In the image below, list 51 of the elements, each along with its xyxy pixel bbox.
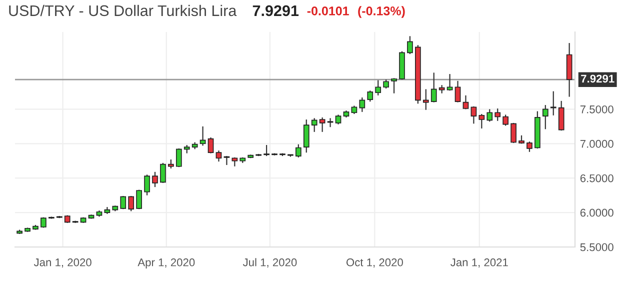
- candlestick: [486, 108, 493, 122]
- candlestick: [375, 80, 382, 96]
- x-tick-label: Apr 1, 2020: [138, 258, 195, 268]
- candlestick: [494, 108, 501, 122]
- candlestick: [550, 90, 556, 116]
- candlestick: [478, 113, 485, 130]
- chart-title: USD/TRY - US Dollar Turkish Lira: [9, 4, 237, 16]
- candlestick: [367, 90, 374, 102]
- candlestick: [264, 144, 270, 157]
- candlestick: [160, 162, 166, 184]
- candlestick: [128, 195, 134, 212]
- candlestick: [430, 72, 437, 103]
- y-tick-label: 6.5000: [580, 174, 614, 182]
- text: (-0.13%): [358, 6, 405, 18]
- candlestick: [470, 106, 477, 124]
- candlestick: [144, 174, 150, 196]
- candlestick: [454, 80, 461, 103]
- candlestick: [558, 100, 564, 132]
- candlestick: [327, 118, 334, 128]
- y-tick-label: 5.5000: [580, 243, 614, 252]
- x-tick-label: Jan 1, 2020: [34, 258, 92, 268]
- ref-line-label: 7.9291: [581, 74, 614, 83]
- candlestick: [216, 150, 222, 162]
- candlestick: [335, 114, 342, 125]
- text: 7.9291: [252, 5, 299, 16]
- candlestick: [200, 126, 206, 146]
- y-tick-label: 7.0000: [580, 140, 614, 148]
- y-tick-label: 7.5000: [580, 105, 614, 114]
- candlestick: [462, 94, 469, 110]
- candlestick: [391, 78, 397, 94]
- candlestick: [542, 104, 548, 130]
- x-tick-label: Oct 1, 2020: [346, 258, 403, 268]
- x-tick-label: Jan 1, 2021: [450, 258, 508, 268]
- candlestick: [510, 122, 516, 144]
- y-tick-label: 6.0000: [580, 208, 614, 217]
- candlestick: [208, 136, 214, 154]
- candlestick: [303, 118, 310, 154]
- candlestick: [359, 96, 366, 112]
- candlestick: [446, 73, 453, 92]
- candlestick: [152, 171, 158, 188]
- candlestick: [319, 116, 326, 132]
- candlestick: [422, 88, 429, 110]
- candlestick: [295, 144, 302, 158]
- candlestick: [502, 114, 508, 126]
- candlestick: [120, 195, 126, 210]
- candlestick: [224, 155, 230, 166]
- text: -0.0101: [307, 6, 349, 16]
- x-tick-label: Jul 1, 2020: [242, 258, 297, 268]
- candlestick: [407, 36, 413, 55]
- candlestick: [311, 118, 318, 132]
- candlestick: [526, 141, 532, 152]
